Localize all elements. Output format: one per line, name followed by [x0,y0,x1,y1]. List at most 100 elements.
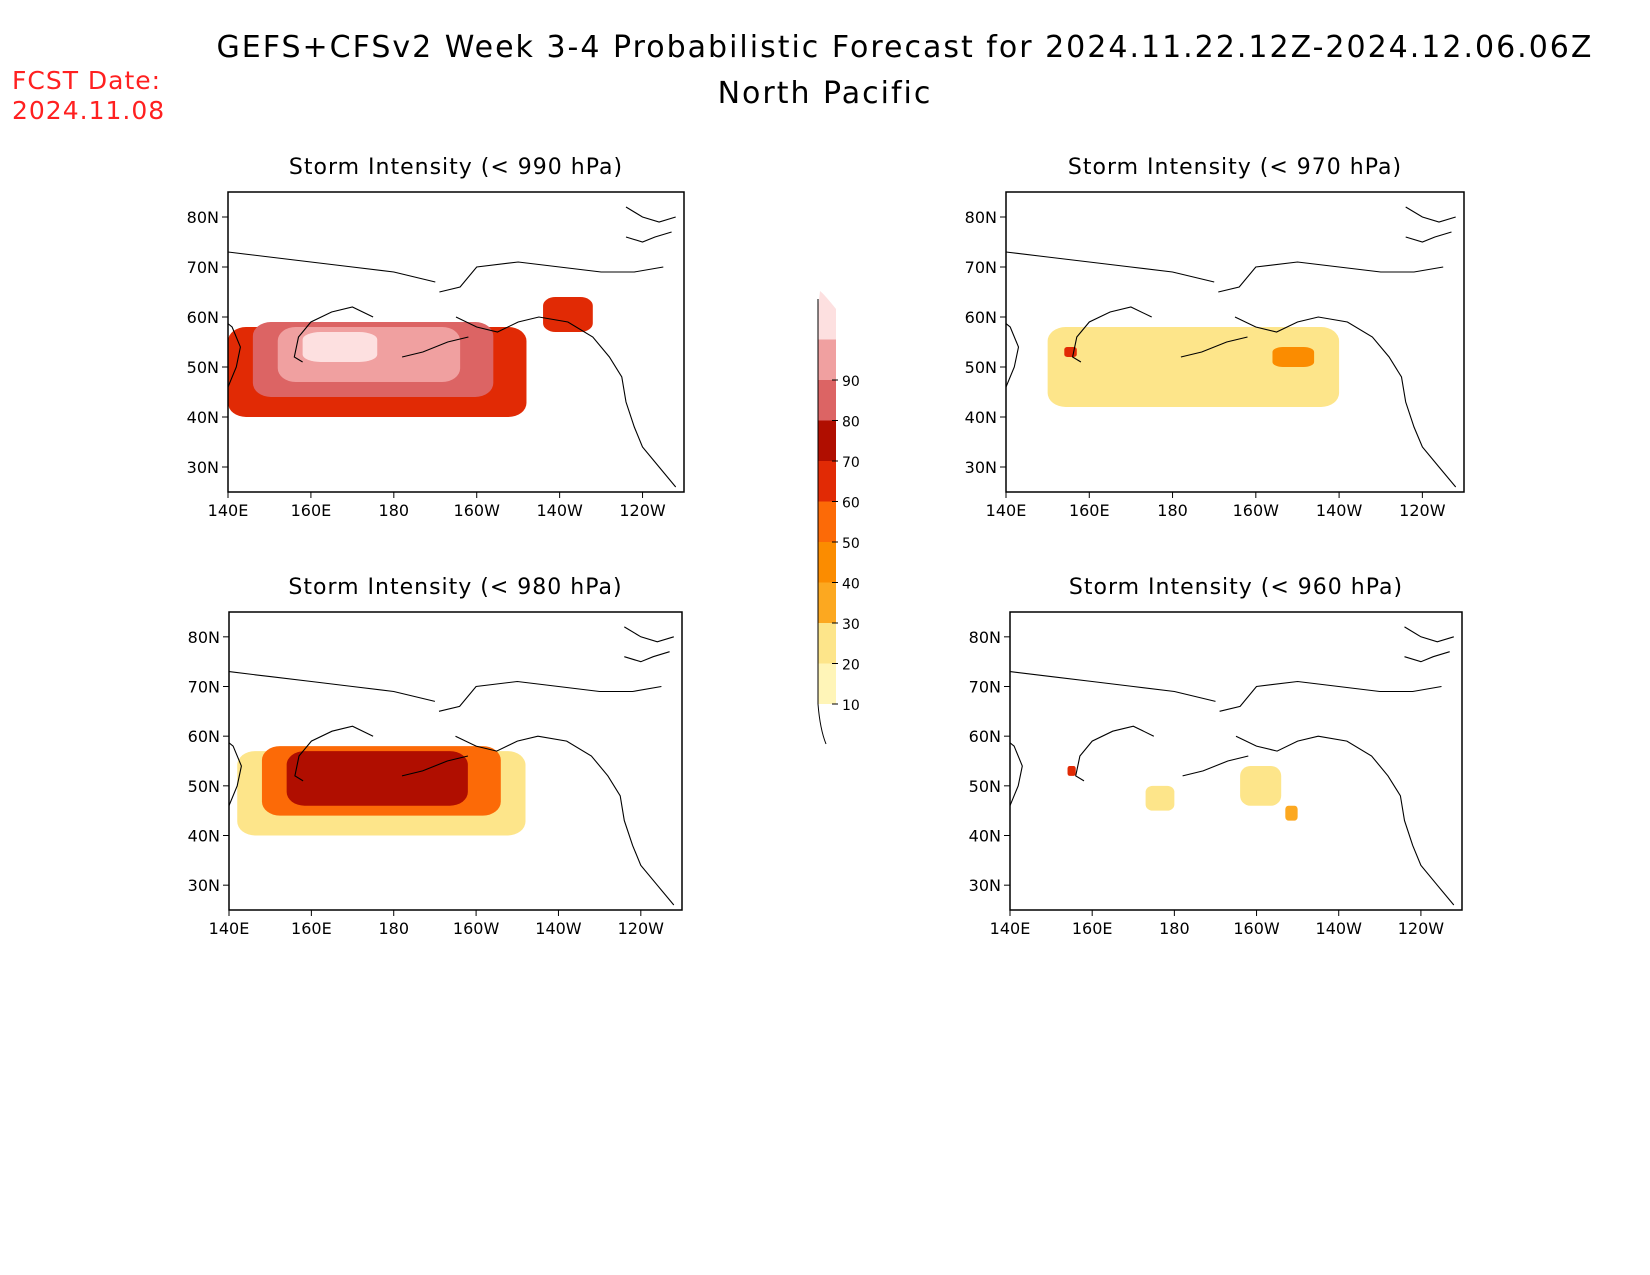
coastline [1234,316,1457,488]
lon-tick-label: 160W [1233,501,1280,520]
lon-tick-label: 180 [378,919,409,938]
coastline [455,735,675,906]
lon-tick-label: 140W [535,919,582,938]
lat-tick-label: 60N [965,308,997,327]
forecast-date-value: 2024.11.08 [12,96,166,125]
colorbar-segment [818,339,836,380]
colorbar-segment [818,291,836,340]
lon-tick-label: 180 [379,501,410,520]
lat-tick-label: 40N [187,408,219,427]
probability-region [1047,327,1340,407]
lon-tick-label: 160W [453,919,500,938]
coastline [228,251,436,283]
coastline [1404,626,1454,643]
coastline [401,755,469,777]
colorbar-label: 90 [842,374,860,390]
colorbar-segment [818,380,836,421]
lon-tick-label: 140W [1316,919,1363,938]
coastline [624,626,674,643]
colorbar-segment [818,420,836,461]
lon-tick-label: 160E [1069,501,1110,520]
lat-tick-label: 40N [188,827,220,846]
lon-tick-label: 140W [1316,501,1363,520]
lat-tick-label: 70N [965,258,997,277]
colorbar: 10 20 30 40 50 60 70 80 90 [817,291,860,745]
colorbar-segment [818,542,836,583]
panel-title: Storm Intensity (< 980 hPa) [288,575,622,600]
coastline [439,261,664,293]
lat-tick-label: 30N [188,876,220,895]
lon-tick-label: 140E [208,501,249,520]
colorbar-segment [818,501,836,542]
colorbar-segment [818,623,836,664]
panel-title: Storm Intensity (< 960 hPa) [1069,575,1403,600]
colorbar-segment [818,663,836,704]
probability-field [1010,626,1455,906]
lat-tick-label: 40N [965,408,997,427]
coastline [438,680,662,712]
coastline [1405,231,1452,243]
coastline [1006,251,1215,283]
colorbar-label: 30 [842,617,860,633]
lon-tick-label: 160W [454,501,501,520]
lat-tick-label: 70N [969,678,1001,697]
lat-tick-label: 30N [969,876,1001,895]
map-panel-4: Storm Intensity (< 960 hPa) 30N 40N 50N 60N 7… [969,575,1463,938]
coastline [1235,735,1455,906]
coastline [1075,725,1155,782]
map-panel-1: Storm Intensity (< 990 hPa) 30N 40N 50N 60N 7… [187,155,685,520]
lat-tick-label: 70N [187,258,219,277]
lon-tick-label: 140E [990,919,1031,938]
coastline [229,742,242,806]
map-frame [227,191,685,493]
colorbar-label: 50 [842,536,860,552]
lat-tick-label: 80N [187,208,219,227]
lat-tick-label: 80N [969,628,1001,647]
lat-tick-label: 50N [187,358,219,377]
lat-tick-label: 50N [965,358,997,377]
map-frame [1005,191,1465,493]
lon-tick-label: 120W [619,501,666,520]
probability-field [1006,206,1457,488]
map-panel-3: Storm Intensity (< 970 hPa) 30N 40N 50N 60N 7… [965,155,1465,520]
coastline [1071,306,1152,363]
map-panel-2: Storm Intensity (< 980 hPa) 30N 40N 50N 60N 7… [188,575,683,938]
coastline [624,651,670,663]
colorbar-label: 20 [842,658,860,674]
probability-field [229,626,675,906]
panel-title: Storm Intensity (< 970 hPa) [1068,155,1402,180]
coastline [294,725,374,782]
lat-tick-label: 30N [965,458,997,477]
probability-region [1272,347,1315,367]
coastline [1218,261,1444,293]
lon-tick-label: 140E [209,919,250,938]
coastline [228,322,241,388]
coastline [1010,671,1216,702]
lat-tick-label: 50N [969,777,1001,796]
probability-region [543,297,593,332]
colorbar-segment [818,461,836,502]
map-frame [1009,611,1463,911]
coastline [1010,742,1023,806]
colorbar-segment [818,582,836,623]
colorbar-label: 10 [842,698,860,714]
lon-tick-label: 120W [1399,501,1446,520]
forecast-date-label: FCST Date: [12,66,162,95]
coastline [1182,755,1249,777]
lat-tick-label: 60N [188,727,220,746]
colorbar-label: 70 [842,455,860,471]
coastline [625,231,672,243]
lon-tick-label: 160E [291,919,332,938]
coastline [401,336,469,358]
lon-tick-label: 140E [986,501,1027,520]
coastline [1180,336,1248,358]
lat-tick-label: 50N [188,777,220,796]
panel-title: Storm Intensity (< 990 hPa) [289,155,623,180]
coastline [229,671,436,702]
coastline [1404,651,1450,663]
probability-region [1145,785,1175,811]
lat-tick-label: 70N [188,678,220,697]
colorbar-label: 80 [842,415,860,431]
coastline [293,306,374,363]
